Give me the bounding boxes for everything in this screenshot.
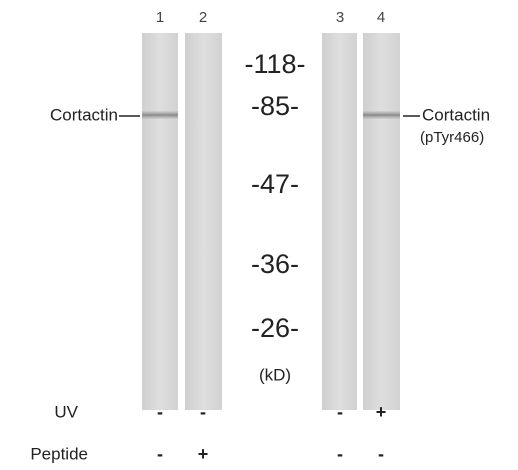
marker-label: -85- — [251, 91, 299, 121]
marker-label: -26- — [251, 313, 299, 343]
right-label-detail: (pTyr466) — [420, 129, 484, 146]
lane — [142, 33, 178, 410]
condition-sign: + — [376, 402, 387, 422]
lane-number: 2 — [199, 9, 207, 26]
condition-sign: - — [337, 444, 343, 464]
marker-label: -36- — [251, 249, 299, 279]
marker-label: -118- — [244, 49, 305, 79]
condition-sign: - — [200, 402, 206, 422]
condition-sign: - — [337, 402, 343, 422]
unit-label: (kD) — [259, 365, 291, 384]
labels: Cortactin Cortactin (pTyr466) (kD) — [50, 105, 490, 384]
right-label: Cortactin — [422, 105, 490, 124]
band — [142, 111, 178, 119]
band — [363, 111, 400, 119]
condition-sign: - — [157, 444, 163, 464]
lane-number: 1 — [156, 9, 164, 26]
marker-label: -47- — [251, 169, 299, 199]
left-label: Cortactin — [50, 105, 118, 124]
lane — [185, 33, 222, 410]
lane — [363, 33, 400, 410]
condition-sign: + — [198, 444, 209, 464]
lane-number: 4 — [377, 9, 385, 26]
condition-name: Peptide — [30, 444, 88, 463]
lane-number: 3 — [336, 9, 344, 26]
condition-name: UV — [54, 402, 78, 421]
lane — [322, 33, 357, 410]
condition-sign: - — [157, 402, 163, 422]
condition-sign: - — [378, 444, 384, 464]
